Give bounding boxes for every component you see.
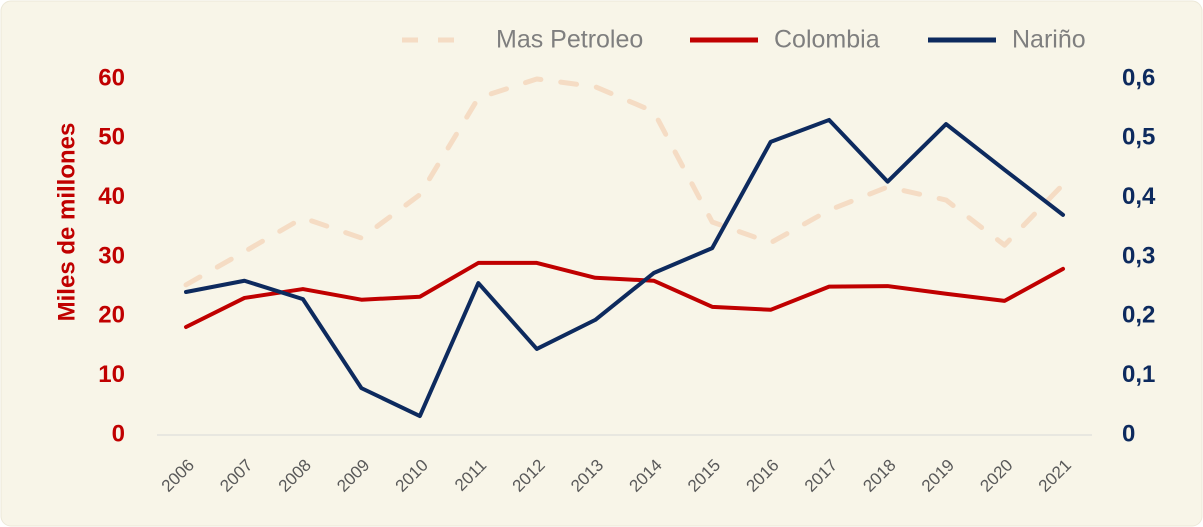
- legend-label: Mas Petroleo: [496, 26, 643, 54]
- series-line: [184, 117, 1065, 419]
- y2-tick-label: 0,1: [1122, 361, 1155, 388]
- y2-tick-label: 0,6: [1122, 64, 1155, 91]
- y2-tick-label: 0: [1122, 420, 1135, 447]
- series-line: [184, 260, 1065, 330]
- y-tick-label: 60: [98, 64, 125, 91]
- y2-tick-label: 0,3: [1122, 242, 1155, 269]
- y-tick-label: 40: [98, 183, 125, 210]
- legend-label: Nariño: [1012, 26, 1086, 54]
- legend-label: Colombia: [774, 26, 880, 54]
- y-tick-label: 10: [98, 361, 125, 388]
- y-tick-label: 30: [98, 242, 125, 269]
- y-tick-label: 0: [112, 420, 125, 447]
- series-line: [183, 76, 1066, 288]
- y2-tick-label: 0,4: [1122, 183, 1156, 210]
- y-tick-label: 50: [98, 124, 125, 151]
- y-axis-label: Miles de millones: [53, 123, 80, 322]
- y2-tick-label: 0,5: [1122, 124, 1155, 151]
- y2-tick-label: 0,2: [1122, 302, 1155, 329]
- y-tick-label: 20: [98, 302, 125, 329]
